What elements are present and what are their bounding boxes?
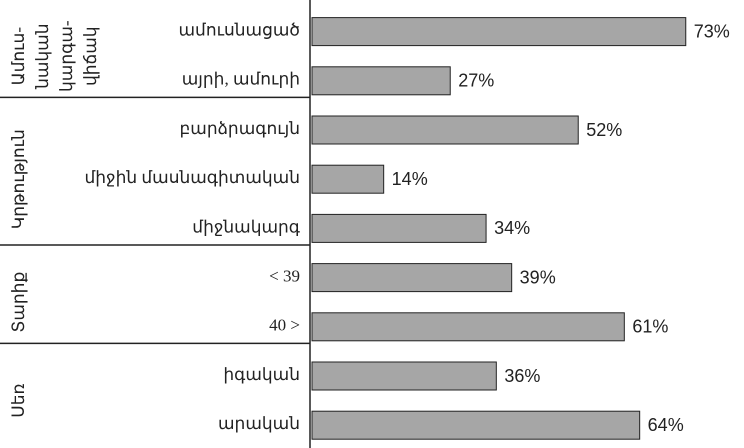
category-label: < 39: [269, 267, 300, 286]
group-label: Կրթություն: [9, 129, 28, 229]
category-label: արական: [218, 414, 300, 433]
value-label: 36%: [504, 366, 540, 386]
group-label: կարգա-: [57, 20, 76, 92]
category-label: բարձրագույն: [179, 119, 300, 138]
category-label: միջին մասնագիտական: [85, 168, 301, 187]
bar: [311, 263, 513, 293]
category-label: 40 >: [269, 316, 300, 335]
bar: [311, 410, 641, 440]
bar: [311, 361, 497, 391]
value-label: 61%: [632, 317, 668, 337]
value-label: 64%: [648, 415, 684, 435]
value-label: 52%: [586, 120, 622, 140]
category-label: ամուսնացած: [178, 21, 300, 40]
value-label: 34%: [494, 218, 530, 238]
bar: [311, 312, 625, 342]
bar: [311, 66, 451, 96]
group-label: Տարիք: [9, 272, 28, 333]
category-label: այրի, ամուրի: [182, 70, 300, 89]
value-label: 73%: [694, 21, 730, 41]
value-label: 39%: [520, 267, 556, 287]
category-label: իգական: [223, 365, 300, 384]
value-label: 14%: [392, 169, 428, 189]
group-label: Սեռ: [9, 383, 28, 417]
bar: [311, 115, 579, 145]
bar: [311, 213, 487, 243]
group-label: նական: [33, 23, 52, 89]
value-label: 27%: [458, 71, 494, 91]
category-label: միջնակարգ: [192, 217, 301, 236]
bar: [311, 17, 687, 47]
group-label: Ամուս-: [9, 27, 28, 86]
bar: [311, 164, 385, 194]
group-label: վիճակ: [81, 26, 100, 86]
